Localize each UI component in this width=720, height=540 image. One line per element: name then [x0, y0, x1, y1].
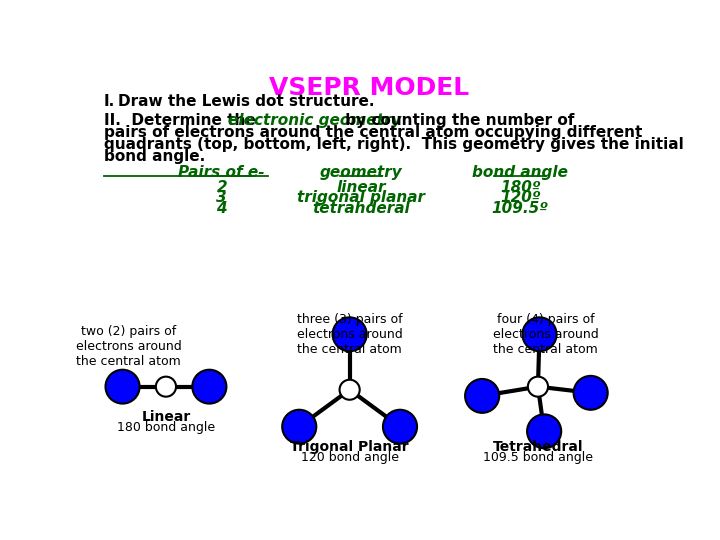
Text: 3: 3 [217, 190, 227, 205]
Text: trigonal planar: trigonal planar [297, 190, 426, 205]
Text: Pairs of e-: Pairs of e- [179, 165, 265, 180]
Circle shape [574, 376, 608, 410]
Text: bond angle.: bond angle. [104, 150, 205, 165]
Text: Tetrahedral: Tetrahedral [492, 440, 583, 454]
Text: Trigonal Planar: Trigonal Planar [290, 440, 409, 454]
Text: 120º: 120º [500, 190, 541, 205]
Circle shape [340, 380, 360, 400]
Text: 109.5º: 109.5º [492, 201, 549, 216]
Circle shape [523, 318, 557, 351]
Text: 120 bond angle: 120 bond angle [301, 450, 399, 463]
Text: 2: 2 [217, 179, 227, 194]
Circle shape [156, 377, 176, 397]
Text: pairs of electrons around the central atom occupying different: pairs of electrons around the central at… [104, 125, 642, 140]
Text: bond angle: bond angle [472, 165, 568, 180]
Text: VSEPR MODEL: VSEPR MODEL [269, 76, 469, 99]
Circle shape [282, 410, 316, 444]
Text: 4: 4 [217, 201, 227, 216]
Circle shape [527, 414, 561, 448]
Circle shape [383, 410, 417, 444]
Text: tetrahderal: tetrahderal [312, 201, 410, 216]
Text: two (2) pairs of
electrons around
the central atom: two (2) pairs of electrons around the ce… [76, 325, 181, 368]
Text: linear: linear [336, 179, 386, 194]
Text: 180 bond angle: 180 bond angle [117, 421, 215, 434]
Text: Draw the Lewis dot structure.: Draw the Lewis dot structure. [118, 94, 374, 109]
Text: Linear: Linear [141, 410, 191, 424]
Circle shape [528, 377, 548, 397]
Circle shape [465, 379, 499, 413]
Text: II.  Determine the: II. Determine the [104, 112, 261, 127]
Text: 180º: 180º [500, 179, 541, 194]
Text: four (4) pairs of
electrons around
the central atom: four (4) pairs of electrons around the c… [492, 313, 598, 356]
Text: electronic geometry: electronic geometry [228, 112, 401, 127]
Circle shape [333, 318, 366, 351]
Circle shape [106, 370, 140, 403]
Text: 109.5 bond angle: 109.5 bond angle [483, 450, 593, 463]
Text: quadrants (top, bottom, left, right).  This geometry gives the initial: quadrants (top, bottom, left, right). Th… [104, 137, 684, 152]
Circle shape [192, 370, 226, 403]
Text: I.: I. [104, 94, 115, 109]
Text: geometry: geometry [320, 165, 402, 180]
Text: by counting the number of: by counting the number of [340, 112, 574, 127]
Text: three (3) pairs of
electrons around
the central atom: three (3) pairs of electrons around the … [297, 313, 402, 356]
